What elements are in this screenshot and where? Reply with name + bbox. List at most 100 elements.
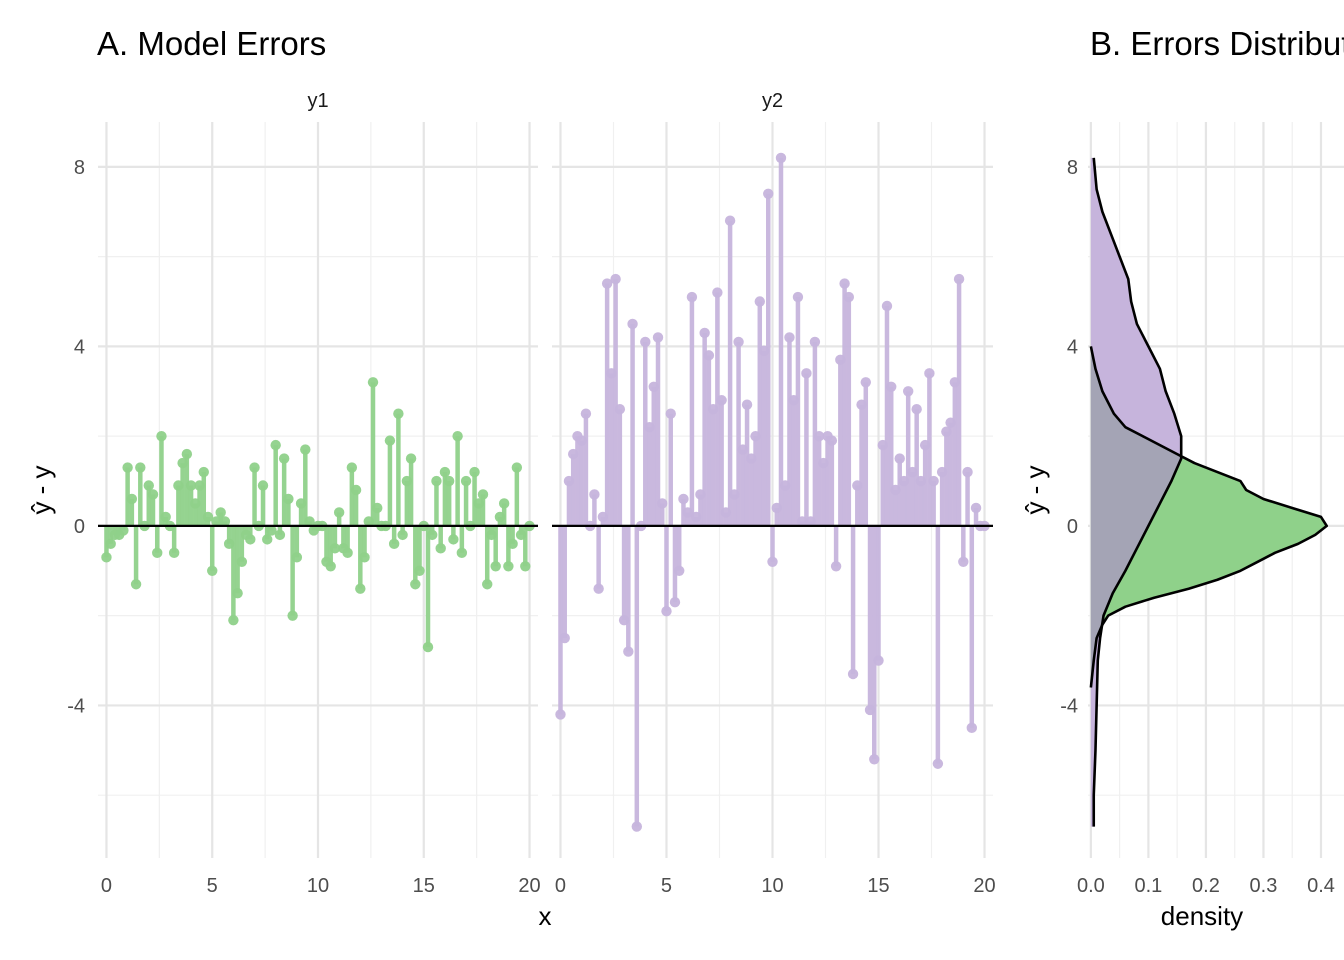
- error-point: [623, 646, 634, 657]
- error-point: [211, 516, 222, 527]
- y-axis-title: ŷ - y: [26, 465, 56, 514]
- error-point: [631, 821, 643, 832]
- error-point: [202, 511, 214, 523]
- y-tick-label: -4: [1060, 695, 1078, 717]
- error-point: [869, 754, 880, 765]
- error-point: [911, 404, 922, 415]
- x-axis-title: density: [1161, 901, 1243, 931]
- error-point: [852, 480, 863, 491]
- error-point: [597, 511, 609, 523]
- error-point: [410, 579, 421, 590]
- error-point: [962, 466, 973, 478]
- y-tick-label: -4: [67, 695, 85, 717]
- error-point: [198, 466, 209, 478]
- error-point: [873, 655, 884, 666]
- error-point: [618, 614, 630, 626]
- error-point: [101, 552, 112, 563]
- error-point: [439, 466, 451, 478]
- error-point: [482, 579, 493, 590]
- error-point: [266, 525, 277, 536]
- error-point: [936, 466, 948, 478]
- error-point: [928, 475, 939, 487]
- error-point: [135, 462, 146, 473]
- error-point: [648, 381, 659, 392]
- error-point: [826, 435, 838, 446]
- error-point: [801, 368, 812, 379]
- error-point: [682, 507, 693, 518]
- x-tick-label: 15: [867, 875, 889, 897]
- error-point: [473, 498, 484, 509]
- error-point: [355, 583, 366, 594]
- error-point: [699, 327, 710, 339]
- error-point: [818, 457, 829, 469]
- error-point: [232, 588, 243, 599]
- error-point: [350, 484, 362, 496]
- error-point: [894, 453, 905, 464]
- error-point: [610, 273, 621, 285]
- x-axis-title: x: [539, 901, 552, 931]
- error-point: [898, 475, 910, 487]
- error-point: [754, 296, 765, 307]
- density-overlap: [1090, 346, 1182, 688]
- error-point: [257, 480, 269, 491]
- error-point: [707, 404, 719, 415]
- error-point: [177, 457, 188, 469]
- error-point: [452, 430, 463, 442]
- facet-y2: y2 0 5 10 15 20: [552, 90, 996, 897]
- error-point: [695, 489, 706, 500]
- error-point: [652, 332, 664, 343]
- error-point: [737, 444, 749, 455]
- error-point: [228, 614, 239, 626]
- y-axis-title: ŷ - y: [1020, 465, 1050, 514]
- error-point: [678, 493, 689, 505]
- facet-strip-label: y2: [762, 90, 783, 112]
- error-point: [342, 547, 353, 559]
- error-point: [915, 475, 927, 487]
- error-point: [763, 188, 774, 200]
- error-point: [372, 502, 383, 514]
- error-point: [856, 399, 867, 410]
- error-point: [274, 529, 286, 541]
- error-point: [207, 565, 218, 576]
- error-point: [924, 368, 935, 379]
- error-point: [359, 552, 370, 563]
- error-point: [720, 507, 732, 518]
- density-line-y1: [1089, 346, 1329, 688]
- error-point: [414, 565, 425, 576]
- error-point: [262, 534, 273, 545]
- error-point: [750, 430, 761, 442]
- error-point: [507, 538, 518, 550]
- error-point: [219, 516, 231, 527]
- error-point: [835, 354, 846, 366]
- error-point: [593, 583, 604, 594]
- y-tick-label: 0: [74, 516, 85, 538]
- error-point: [494, 511, 506, 523]
- error-point: [843, 291, 855, 303]
- error-point: [907, 466, 918, 478]
- error-point: [661, 605, 672, 617]
- error-point: [215, 507, 226, 518]
- y-tick-label: 0: [1067, 516, 1078, 538]
- error-point: [890, 484, 901, 496]
- error-point: [559, 632, 570, 644]
- error-point: [606, 368, 617, 379]
- error-point: [486, 529, 497, 541]
- error-point: [784, 332, 795, 343]
- error-point: [333, 507, 345, 518]
- panel-a-chart: y1 0 5 10 15 20 y2 0 5 10 15 20 -4 0 4 8 x ŷ - y: [26, 90, 996, 931]
- error-point: [300, 444, 311, 455]
- error-point: [168, 547, 180, 559]
- error-point: [367, 377, 379, 388]
- error-point: [405, 453, 417, 464]
- error-point: [576, 435, 587, 446]
- error-point: [657, 498, 668, 509]
- error-point: [460, 475, 472, 487]
- error-point: [881, 300, 893, 312]
- error-point: [270, 439, 281, 451]
- error-point: [568, 448, 579, 460]
- error-point: [746, 453, 757, 464]
- x-tick-label: 0.1: [1134, 875, 1162, 897]
- error-point: [325, 561, 336, 572]
- error-point: [363, 516, 374, 527]
- error-point: [805, 516, 816, 527]
